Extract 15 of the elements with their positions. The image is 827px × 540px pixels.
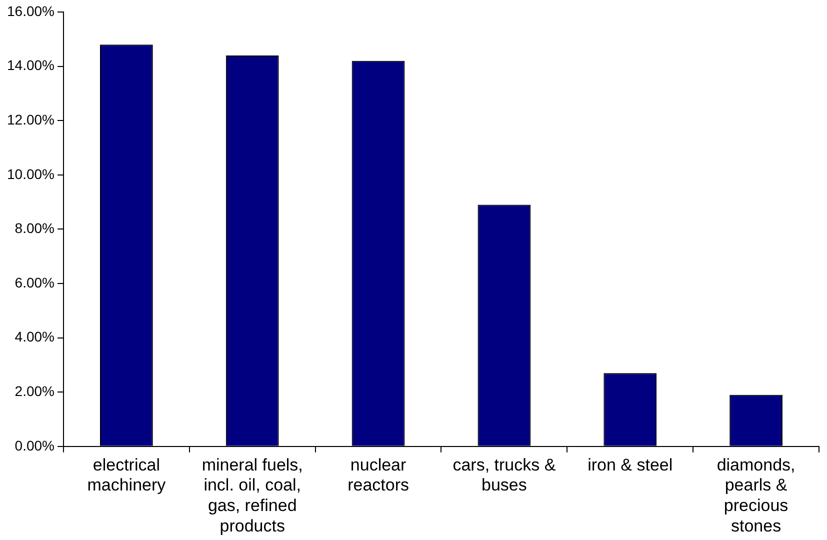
- x-tick-label: nuclear reactors: [348, 455, 409, 495]
- y-tick-label: 0.00%: [14, 437, 54, 454]
- y-tick-label: 14.00%: [7, 57, 54, 74]
- y-tick-label: 2.00%: [14, 382, 54, 399]
- x-tick-label: iron & steel: [588, 455, 673, 474]
- x-tick-label: diamonds, pearls & precious stones: [716, 455, 796, 536]
- y-tick-label: 4.00%: [14, 328, 54, 345]
- y-tick-label: 12.00%: [7, 111, 54, 128]
- x-tick-label: electrical machinery: [87, 455, 166, 495]
- x-tick-label: mineral fuels, incl. oil, coal, gas, refined products: [202, 455, 303, 536]
- y-tick-label: 10.00%: [7, 166, 54, 182]
- y-tick-label: 8.00%: [14, 220, 54, 236]
- x-tick-label: cars, trucks & buses: [452, 455, 556, 495]
- y-tick-label: 16.00%: [7, 2, 54, 19]
- y-tick-label: 6.00%: [14, 274, 54, 290]
